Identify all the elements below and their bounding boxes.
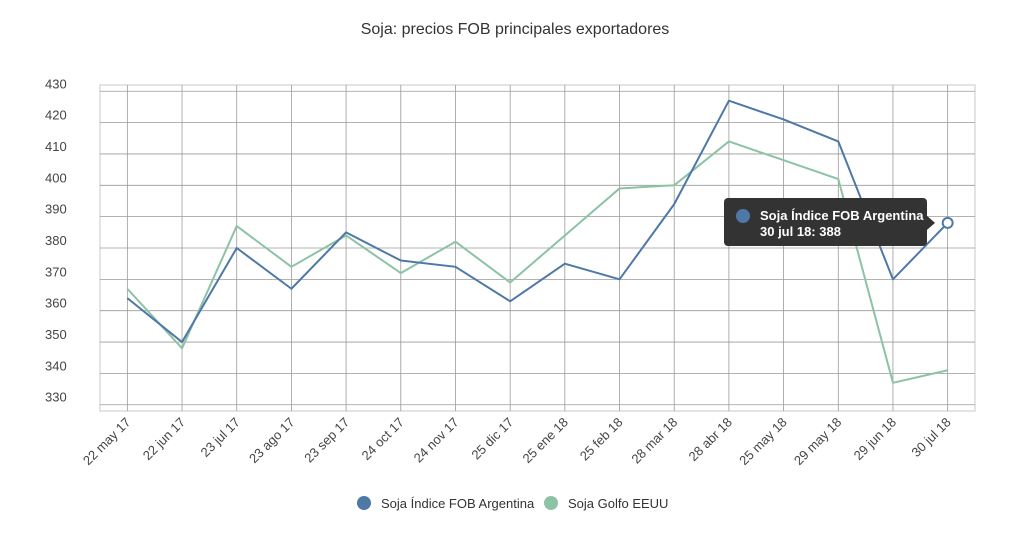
x-tick-label: 24 nov 17 xyxy=(411,415,462,466)
tooltip-pointer xyxy=(927,215,935,230)
x-axis-ticks: 22 may 17 22 jun 17 23 jul 17 23 ago 17 23 s… xyxy=(80,415,954,469)
y-tick-label: 400 xyxy=(45,170,67,185)
x-tick-label: 29 jun 18 xyxy=(851,415,899,463)
y-tick-label: 420 xyxy=(45,108,67,123)
y-tick-label: 380 xyxy=(45,233,67,248)
series-line xyxy=(126,99,949,344)
y-tick-label: 430 xyxy=(45,76,67,91)
x-tick-label: 22 may 17 xyxy=(80,415,134,469)
tooltip-box xyxy=(724,198,927,246)
legend-marker xyxy=(357,496,371,510)
legend-item[interactable]: Soja Índice FOB Argentina xyxy=(357,496,535,511)
y-tick-label: 390 xyxy=(45,202,67,217)
y-axis-ticks: 330 340 350 360 370 380 390 400 410 420 430 xyxy=(45,76,67,404)
tooltip-series-name: Soja Índice FOB Argentina xyxy=(760,208,924,223)
series-line xyxy=(126,140,948,384)
x-tick-label: 30 jul 18 xyxy=(908,415,953,460)
legend-label: Soja Índice FOB Argentina xyxy=(381,496,535,511)
x-tick-label: 25 may 18 xyxy=(736,415,790,469)
x-tick-label: 28 mar 18 xyxy=(628,415,680,467)
x-tick-label: 25 dic 17 xyxy=(468,415,516,463)
legend-item[interactable]: Soja Golfo EEUU xyxy=(544,496,668,511)
tooltip-series-dot xyxy=(736,209,750,223)
y-tick-label: 330 xyxy=(45,390,67,405)
x-tick-label: 29 may 18 xyxy=(791,415,845,469)
x-tick-label: 23 ago 17 xyxy=(246,415,298,467)
x-tick-label: 28 abr 18 xyxy=(686,415,735,464)
legend[interactable]: Soja Índice FOB Argentina Soja Golfo EEUU xyxy=(357,496,668,511)
legend-label: Soja Golfo EEUU xyxy=(568,496,668,511)
y-tick-label: 410 xyxy=(45,139,67,154)
x-tick-label: 23 jul 17 xyxy=(197,415,242,460)
x-tick-label: 25 ene 18 xyxy=(519,415,571,467)
hover-point-marker xyxy=(941,216,954,229)
x-tick-label: 24 oct 17 xyxy=(358,415,406,463)
x-tick-label: 22 jun 17 xyxy=(140,415,188,463)
legend-marker xyxy=(544,496,558,510)
x-tick-label: 25 feb 18 xyxy=(577,415,626,464)
series-lines xyxy=(126,99,949,384)
chart-grid xyxy=(99,84,976,412)
y-tick-label: 370 xyxy=(45,264,67,279)
y-tick-label: 340 xyxy=(45,358,67,373)
y-tick-label: 350 xyxy=(45,327,67,342)
x-tick-label: 23 sep 17 xyxy=(301,415,352,466)
tooltip-value: 30 jul 18: 388 xyxy=(760,224,841,239)
chart-title: Soja: precios FOB principales exportador… xyxy=(361,21,670,38)
y-tick-label: 360 xyxy=(45,296,67,311)
